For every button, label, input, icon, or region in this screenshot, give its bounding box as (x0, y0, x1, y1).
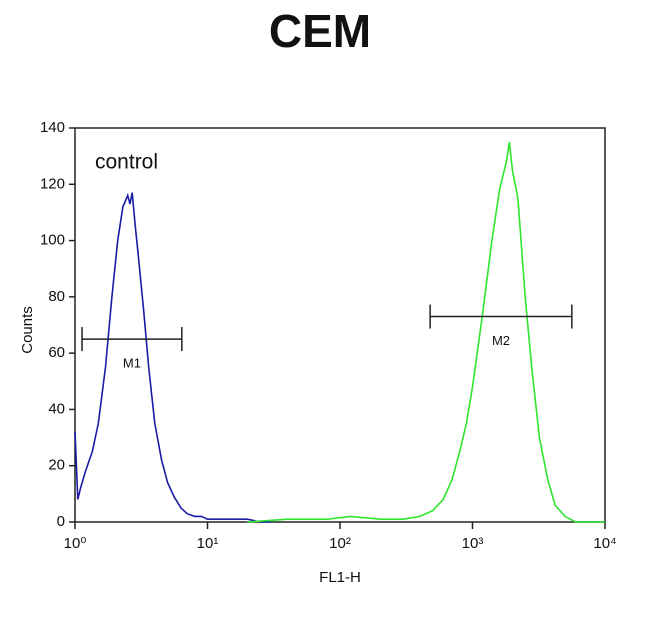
plot-frame (74, 127, 606, 523)
gate-label: M1 (123, 356, 141, 371)
y-tick-label: 120 (40, 175, 65, 192)
x-axis-label: FL1-H (319, 569, 361, 586)
y-tick-label: 140 (40, 119, 65, 136)
y-tick-label: 80 (48, 288, 65, 305)
x-tick-label: 10⁴ (593, 535, 616, 552)
gate-label: M2 (492, 333, 510, 348)
y-axis-label: Counts (19, 306, 36, 354)
y-tick-label: 20 (48, 457, 65, 474)
y-tick-label: 40 (48, 400, 65, 417)
annotation: control (95, 151, 158, 174)
x-tick-label: 10³ (462, 535, 484, 552)
y-tick-label: 60 (48, 344, 65, 361)
y-tick-label: 0 (57, 513, 65, 530)
series-line (74, 192, 271, 523)
y-tick-label: 100 (40, 232, 65, 249)
x-tick-label: 10¹ (197, 535, 219, 552)
x-tick-label: 10² (329, 535, 351, 552)
x-tick-label: 10⁰ (64, 535, 87, 552)
series-line (247, 141, 605, 523)
chart-title: CEM (269, 5, 371, 57)
